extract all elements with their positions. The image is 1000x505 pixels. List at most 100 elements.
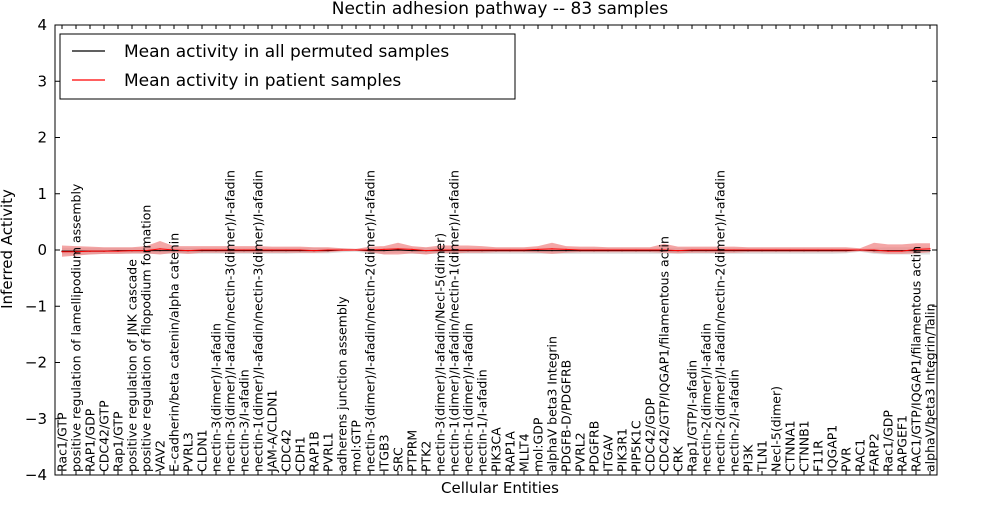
data-point-patient [341,249,343,251]
data-point-patient [705,249,707,251]
chart-title: Nectin adhesion pathway -- 83 samples [332,0,669,19]
entity-label: VAV2 [153,440,168,472]
entity-label: positive regulation of lamellipodium ass… [69,183,84,472]
entity-label: Necl-5(dimer) [769,386,784,472]
data-point-patient [397,248,399,250]
data-point-permuted [537,250,539,252]
data-point-patient [299,249,301,251]
entity-label: nectin-3(dimer)/I-afadin [209,323,224,472]
data-point-patient [537,248,539,250]
data-point-permuted [383,250,385,252]
data-point-patient [355,249,357,251]
entity-label: nectin-2/I-afadin [727,369,742,472]
entity-label: nectin-2(dimer)/I-afadin [699,323,714,472]
data-point-patient [845,249,847,251]
entity-label: alphaV/beta3 Integrin/Talin [923,304,938,473]
data-point-patient [901,250,903,252]
entity-label: PIK3R1 [615,428,630,472]
entity-label: nectin-1/I-afadin [475,369,490,472]
legend: Mean activity in all permuted samples Me… [59,33,516,100]
data-point-patient [159,248,161,250]
legend-label-patient: Mean activity in patient samples [124,71,401,91]
entity-label: PIP5K1C [629,420,644,472]
data-point-patient [775,249,777,251]
data-point-patient [215,249,217,251]
entity-label: nectin-3(dimer)/I-afadin/Necl-5(dimer) [433,233,448,472]
y-tick-label: −1 [25,297,47,315]
data-point-patient [817,249,819,251]
data-point-permuted [551,250,553,252]
data-point-patient [831,249,833,251]
entity-label: ITGAV [601,434,616,472]
band-patient [62,241,930,257]
data-point-patient [523,249,525,251]
entity-label: PDGFB-D/PDGFRB [559,360,574,472]
data-point-patient [915,248,917,250]
data-point-permuted [397,249,399,251]
axes: 4 3 2 1 0 −1 −2 −3 −4 [25,16,938,484]
entity-label: positive regulation of filopodium format… [139,205,154,472]
data-point-patient [173,249,175,251]
data-point-patient [481,249,483,251]
entity-label: E-cadherin/beta catenin/alpha catenin [167,233,182,472]
data-point-permuted [929,250,931,252]
y-tick-label: 4 [37,16,47,34]
entity-label: Rap1/GTP [111,411,126,472]
entity-label: PVR [839,447,854,472]
data-point-patient [509,249,511,251]
data-point-patient [747,249,749,251]
data-point-patient [89,250,91,252]
entity-label: CTNNA1 [783,420,798,472]
entity-label: mol:GTP [349,420,364,472]
y-tick-label: 3 [37,72,47,90]
data-point-patient [271,249,273,251]
entity-label: Rac1/GTP [55,412,70,472]
entity-label: PDGFRB [587,421,602,472]
entity-label: PIK3CA [489,427,504,472]
y-tick-label: 1 [37,185,47,203]
data-point-patient [75,251,77,253]
y-tick-label: 0 [37,241,47,259]
entity-label: CDH1 [293,436,308,472]
data-point-patient [565,248,567,250]
entity-label: RAC1 [853,439,868,472]
data-point-patient [313,250,315,252]
data-point-patient [425,250,427,252]
data-point-patient [551,248,553,250]
entity-label: CDC42/GDP [643,397,658,472]
entity-label: MLLT4 [517,433,532,472]
entity-label: adherens junction assembly [335,296,350,472]
data-point-patient [229,249,231,251]
data-point-patient [733,249,735,251]
entity-label: F11R [811,440,826,472]
data-point-patient [579,249,581,251]
data-point-patient [453,249,455,251]
entity-label: FARP2 [867,433,882,472]
data-point-patient [495,249,497,251]
data-point-patient [691,249,693,251]
data-point-patient [719,249,721,251]
entity-label: Rac1/GDP [881,410,896,472]
entity-label: CDC42 [279,429,294,472]
entity-label: CLDN1 [195,429,210,472]
y-tick-label: −3 [25,410,47,428]
data-point-patient [285,249,287,251]
entity-label: RAP1B [307,431,322,472]
series-lines [61,248,931,253]
entity-label: TLN1 [755,440,770,473]
entity-label: CRK [671,446,686,472]
data-point-patient [61,251,63,253]
entity-label: mol:GDP [531,417,546,472]
entity-label: nectin-3/I-afadin [237,369,252,472]
entity-label: RAC1/GTP/IQGAP1/filamentous actin [909,246,924,472]
data-point-patient [873,249,875,251]
entity-label: positive regulation of JNK cascade [125,259,140,472]
legend-frame [59,33,516,100]
data-point-permuted [411,250,413,252]
entity-labels: Rac1/GTP positive regulation of lamellipo… [55,170,938,473]
entity-label: PTPRM [405,430,420,472]
entity-label: PVRL1 [321,432,336,472]
y-axis-label: Inferred Activity [0,189,16,309]
data-point-patient [607,249,609,251]
